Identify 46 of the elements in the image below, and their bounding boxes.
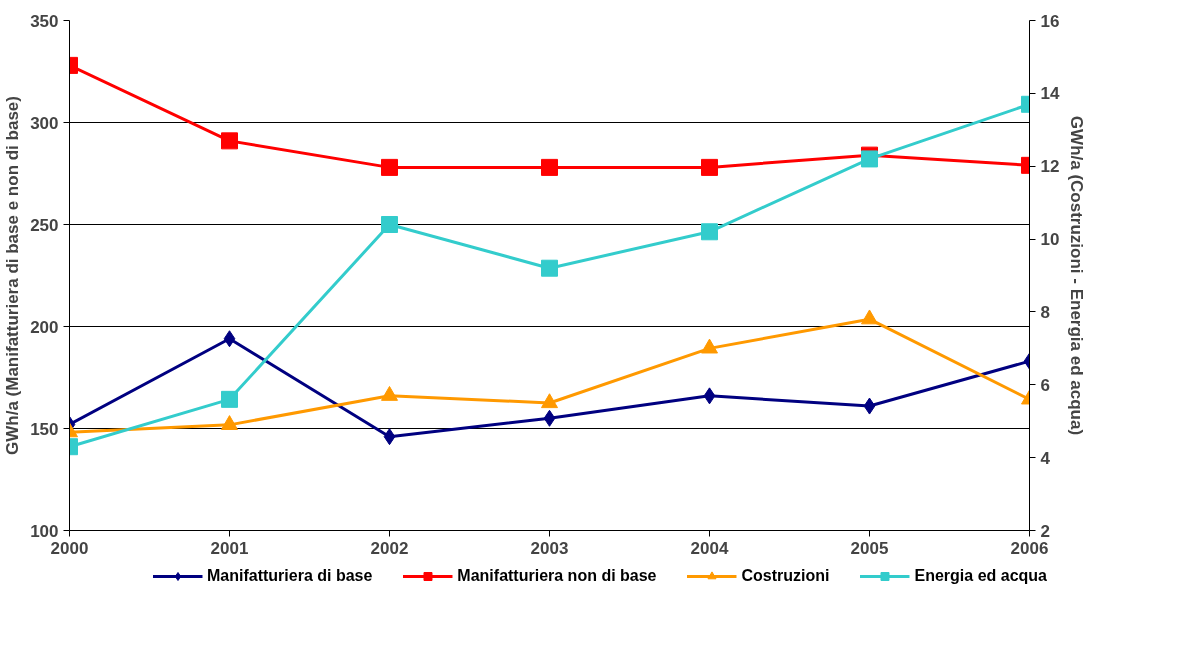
- x-tick-label: 2004: [690, 538, 729, 558]
- point: [541, 158, 558, 176]
- x-tick-label: 2003: [530, 538, 569, 558]
- y2-axis-title: GWh/a (Costruzioni - Energia ed acqua): [1067, 115, 1087, 436]
- point: [861, 150, 878, 168]
- point: [863, 397, 876, 415]
- point: [223, 330, 236, 348]
- point: [861, 309, 878, 325]
- point: [221, 390, 238, 408]
- y2-tick-label: 10: [1040, 230, 1060, 250]
- point: [701, 338, 718, 354]
- y-tick-label: 200: [30, 317, 59, 337]
- legend-label: Energia ed acqua: [914, 567, 1048, 585]
- y-tick-label: 100: [30, 521, 59, 541]
- y-tick-label: 250: [30, 215, 59, 235]
- point: [703, 387, 716, 405]
- x-tick-label: 2006: [1010, 538, 1049, 558]
- point: [701, 158, 718, 176]
- y2-tick-label: 8: [1040, 302, 1050, 322]
- point: [701, 223, 718, 241]
- y2-tick-label: 2: [1040, 521, 1050, 541]
- point: [383, 428, 396, 446]
- point: [381, 158, 398, 176]
- point: [543, 409, 556, 427]
- y2-tick-label: 14: [1040, 84, 1060, 104]
- x-tick-label: 2002: [370, 538, 409, 558]
- y2-tick-label: 4: [1040, 448, 1051, 468]
- point: [221, 415, 238, 430]
- point: [541, 393, 558, 409]
- point: [381, 216, 398, 233]
- legend-label: Manifatturiera di base: [206, 567, 373, 585]
- point: [381, 385, 398, 401]
- y2-tick-label: 16: [1040, 11, 1060, 31]
- legend-label: Costruzioni: [741, 567, 830, 585]
- x-tick-label: 2000: [50, 538, 89, 558]
- y-axis-title: GWh/a (Manifatturiera di base e non di base): [3, 96, 23, 455]
- y-tick-label: 350: [30, 11, 59, 31]
- y2-tick-label: 6: [1040, 375, 1050, 395]
- y-tick-label: 150: [30, 419, 59, 439]
- x-tick-label: 2005: [850, 538, 889, 558]
- y-tick-label: 300: [30, 113, 59, 133]
- point: [221, 132, 238, 150]
- y2-tick-label: 12: [1040, 157, 1060, 177]
- legend-label: Manifatturiera non di base: [457, 567, 657, 585]
- point: [541, 259, 558, 277]
- x-tick-label: 2001: [210, 538, 249, 558]
